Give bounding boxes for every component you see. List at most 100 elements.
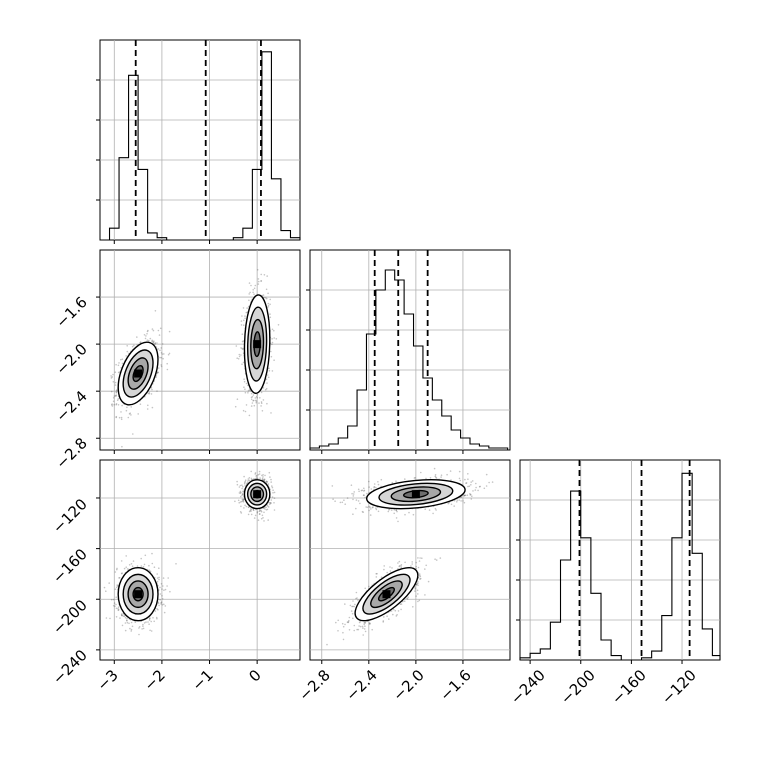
sample-point [273, 491, 276, 494]
sample-point [359, 620, 362, 623]
sample-point [116, 584, 118, 586]
sample-point [167, 353, 170, 356]
sample-point [366, 492, 368, 495]
sample-point [236, 483, 239, 486]
sample-point [257, 473, 260, 476]
sample-point [153, 620, 155, 623]
sample-point [417, 584, 419, 587]
sample-point [130, 630, 132, 632]
sample-point [467, 478, 469, 481]
sample-point [258, 510, 261, 513]
sample-point [248, 477, 251, 479]
sample-point [154, 610, 157, 612]
sample-point [243, 319, 245, 322]
sample-point [265, 297, 268, 300]
sample-point [139, 341, 142, 343]
sample-point [236, 480, 238, 483]
sample-point [105, 617, 108, 619]
sample-point [115, 403, 117, 406]
sample-point [250, 392, 253, 395]
sample-point [115, 394, 117, 396]
sample-point [151, 406, 154, 409]
sample-point [326, 643, 328, 646]
sample-point [117, 608, 120, 611]
sample-point [239, 492, 242, 495]
sample-point [143, 563, 146, 566]
sample-point [166, 368, 169, 371]
sample-point [250, 508, 252, 511]
sample-point [143, 622, 146, 624]
sample-point [114, 571, 117, 573]
sample-point [265, 288, 268, 291]
sample-point [117, 404, 120, 406]
sample-point [243, 386, 245, 389]
sample-point [240, 320, 243, 322]
sample-point [390, 610, 393, 612]
sample-point [250, 284, 252, 287]
sample-point [158, 334, 161, 336]
sample-point [134, 621, 137, 623]
sample-point [395, 509, 398, 512]
sample-point [149, 617, 151, 619]
sample-point [373, 483, 376, 485]
sample-point [424, 594, 426, 596]
sample-point [152, 342, 154, 344]
sample-point [471, 480, 474, 482]
sample-point [125, 409, 128, 412]
sample-point [128, 622, 130, 625]
sample-point [158, 576, 160, 579]
sample-point [121, 358, 124, 361]
sample-point [126, 406, 128, 409]
sample-point [156, 371, 159, 374]
sample-point [130, 406, 132, 408]
sample-point [159, 599, 161, 601]
sample-point [268, 471, 271, 474]
sample-point [260, 509, 262, 512]
sample-point [147, 621, 149, 623]
sample-point [463, 501, 466, 504]
sample-point [114, 381, 117, 384]
sample-point [117, 371, 120, 374]
sample-point [161, 353, 164, 355]
sample-point [119, 617, 121, 619]
sample-point [418, 573, 421, 575]
sample-point [160, 352, 163, 354]
sample-point [115, 395, 117, 397]
sample-point [111, 403, 113, 405]
sample-point [160, 583, 163, 585]
sample-point [419, 557, 421, 559]
sample-point [248, 510, 251, 513]
sample-point [387, 510, 390, 513]
sample-point [271, 370, 274, 372]
sample-point [151, 339, 153, 342]
sample-point [117, 606, 120, 608]
sample-point [464, 478, 466, 481]
sample-point [417, 582, 419, 585]
sample-point [253, 293, 255, 296]
sample-point [160, 364, 162, 366]
sample-point [253, 399, 255, 402]
sample-point [363, 628, 366, 630]
sample-point [243, 380, 246, 383]
sample-point [162, 577, 165, 579]
sample-point [352, 600, 354, 602]
sample-point [346, 621, 349, 623]
sample-point [128, 413, 131, 415]
sample-point [118, 362, 120, 364]
sample-point [253, 404, 256, 407]
sample-point [114, 371, 117, 374]
sample-point [267, 506, 270, 508]
sample-point [121, 445, 123, 448]
sample-point [144, 554, 147, 557]
sample-point [464, 494, 467, 497]
sample-point [404, 513, 406, 516]
sample-point [391, 567, 393, 569]
sample-point [168, 352, 171, 355]
sample-point [242, 324, 245, 327]
sample-point [95, 396, 97, 398]
sample-point [373, 486, 376, 488]
sample-point [115, 596, 117, 598]
sample-point [271, 496, 274, 498]
sample-point [116, 389, 118, 391]
sample-point [362, 634, 365, 636]
